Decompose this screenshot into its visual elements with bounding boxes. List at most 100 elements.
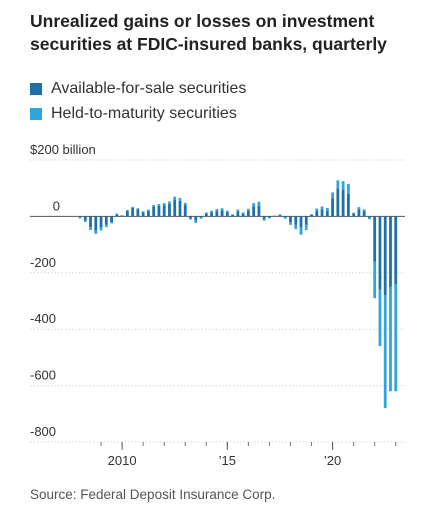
legend-label-htm: Held-to-maturity securities bbox=[51, 104, 237, 122]
bar-htm bbox=[194, 220, 198, 223]
bar-afs bbox=[110, 216, 113, 223]
bar-afs bbox=[189, 216, 192, 219]
bar-htm bbox=[236, 209, 240, 212]
bar-htm bbox=[147, 209, 150, 211]
bar-htm bbox=[231, 214, 235, 215]
bar-htm bbox=[331, 192, 334, 199]
bar-afs bbox=[257, 205, 261, 217]
bar-htm bbox=[278, 214, 282, 215]
bar-htm bbox=[189, 218, 192, 220]
legend-item-htm: Held-to-maturity securities bbox=[30, 101, 246, 126]
bar-htm bbox=[394, 284, 398, 392]
bar-afs bbox=[357, 209, 361, 217]
bar-htm bbox=[241, 212, 245, 214]
bar-htm bbox=[204, 212, 208, 214]
bar-htm bbox=[373, 261, 377, 299]
bar-htm bbox=[294, 224, 298, 230]
bar-afs bbox=[136, 209, 140, 217]
bar-afs bbox=[83, 216, 87, 221]
bar-htm bbox=[115, 213, 119, 215]
bar-htm bbox=[257, 201, 261, 206]
bar-htm bbox=[346, 183, 350, 194]
bar-htm bbox=[89, 227, 92, 230]
bar-htm bbox=[262, 219, 266, 221]
bar-afs bbox=[320, 209, 324, 217]
bar-afs bbox=[383, 216, 387, 296]
legend-item-afs: Available-for-sale securities bbox=[30, 76, 246, 101]
bar-afs bbox=[94, 216, 98, 231]
bar-htm bbox=[246, 208, 250, 211]
bar-htm bbox=[162, 203, 166, 206]
bar-afs bbox=[283, 216, 287, 218]
bar-afs bbox=[236, 211, 240, 217]
legend-swatch-afs bbox=[30, 82, 42, 95]
bar-htm bbox=[283, 217, 287, 219]
bar-htm bbox=[110, 222, 113, 224]
bar-afs bbox=[89, 216, 92, 228]
bar-htm bbox=[157, 203, 161, 206]
bar-htm bbox=[362, 209, 366, 211]
bar-htm bbox=[252, 203, 256, 207]
legend-label-afs: Available-for-sale securities bbox=[51, 79, 247, 97]
bar-htm bbox=[325, 207, 329, 211]
bar-htm bbox=[94, 230, 98, 234]
legend-swatch-htm bbox=[30, 107, 42, 120]
bar-afs bbox=[157, 205, 161, 217]
bar-htm bbox=[131, 206, 135, 208]
bar-htm bbox=[78, 217, 82, 219]
bar-htm bbox=[304, 224, 308, 230]
y-tick-label: -400 bbox=[30, 311, 56, 326]
bar-htm bbox=[220, 208, 224, 211]
bar-afs bbox=[147, 210, 150, 217]
bar-htm bbox=[352, 212, 356, 214]
bar-afs bbox=[78, 216, 82, 218]
bar-afs bbox=[378, 216, 382, 290]
bar-afs bbox=[315, 210, 319, 217]
bar-afs bbox=[299, 216, 303, 228]
bar-afs bbox=[204, 213, 208, 217]
bar-afs bbox=[341, 189, 345, 217]
bar-htm bbox=[389, 286, 392, 392]
y-tick-label: $200 billion bbox=[30, 142, 96, 157]
bar-htm bbox=[315, 208, 319, 211]
bar-htm bbox=[168, 201, 171, 204]
bar-htm bbox=[299, 227, 303, 235]
bar-afs bbox=[131, 207, 135, 217]
bar-htm bbox=[125, 209, 129, 211]
bar-afs bbox=[246, 210, 250, 217]
bar-afs bbox=[120, 215, 124, 217]
bar-afs bbox=[352, 213, 356, 217]
bar-htm bbox=[289, 222, 292, 225]
y-tick-label: -600 bbox=[30, 368, 56, 383]
bar-htm bbox=[383, 295, 387, 409]
bar-afs bbox=[368, 216, 371, 218]
bar-htm bbox=[378, 289, 382, 347]
bar-afs bbox=[362, 210, 366, 217]
bar-htm bbox=[99, 227, 103, 231]
bar-afs bbox=[304, 216, 308, 225]
bar-afs bbox=[346, 193, 350, 217]
bar-afs bbox=[183, 205, 187, 217]
bar-afs bbox=[262, 216, 266, 220]
bar-afs bbox=[194, 216, 198, 221]
x-tick-label: ’15 bbox=[219, 453, 236, 468]
bar-afs bbox=[215, 210, 219, 217]
bar-afs bbox=[199, 216, 203, 218]
bar-htm bbox=[104, 224, 108, 228]
bar-afs bbox=[268, 216, 271, 218]
bar-htm bbox=[199, 217, 203, 219]
bar-htm bbox=[341, 181, 345, 190]
bar-afs bbox=[220, 210, 224, 217]
bar-htm bbox=[225, 210, 229, 213]
bar-afs bbox=[152, 206, 156, 217]
bar-htm bbox=[210, 210, 213, 213]
bar-htm bbox=[141, 211, 145, 213]
bar-htm bbox=[152, 205, 156, 207]
bar-afs bbox=[389, 216, 392, 287]
bar-afs bbox=[125, 210, 129, 217]
bar-afs bbox=[252, 206, 256, 217]
bar-afs bbox=[289, 216, 292, 223]
bar-htm bbox=[215, 209, 219, 211]
legend: Available-for-sale securities Held-to-ma… bbox=[30, 76, 246, 126]
